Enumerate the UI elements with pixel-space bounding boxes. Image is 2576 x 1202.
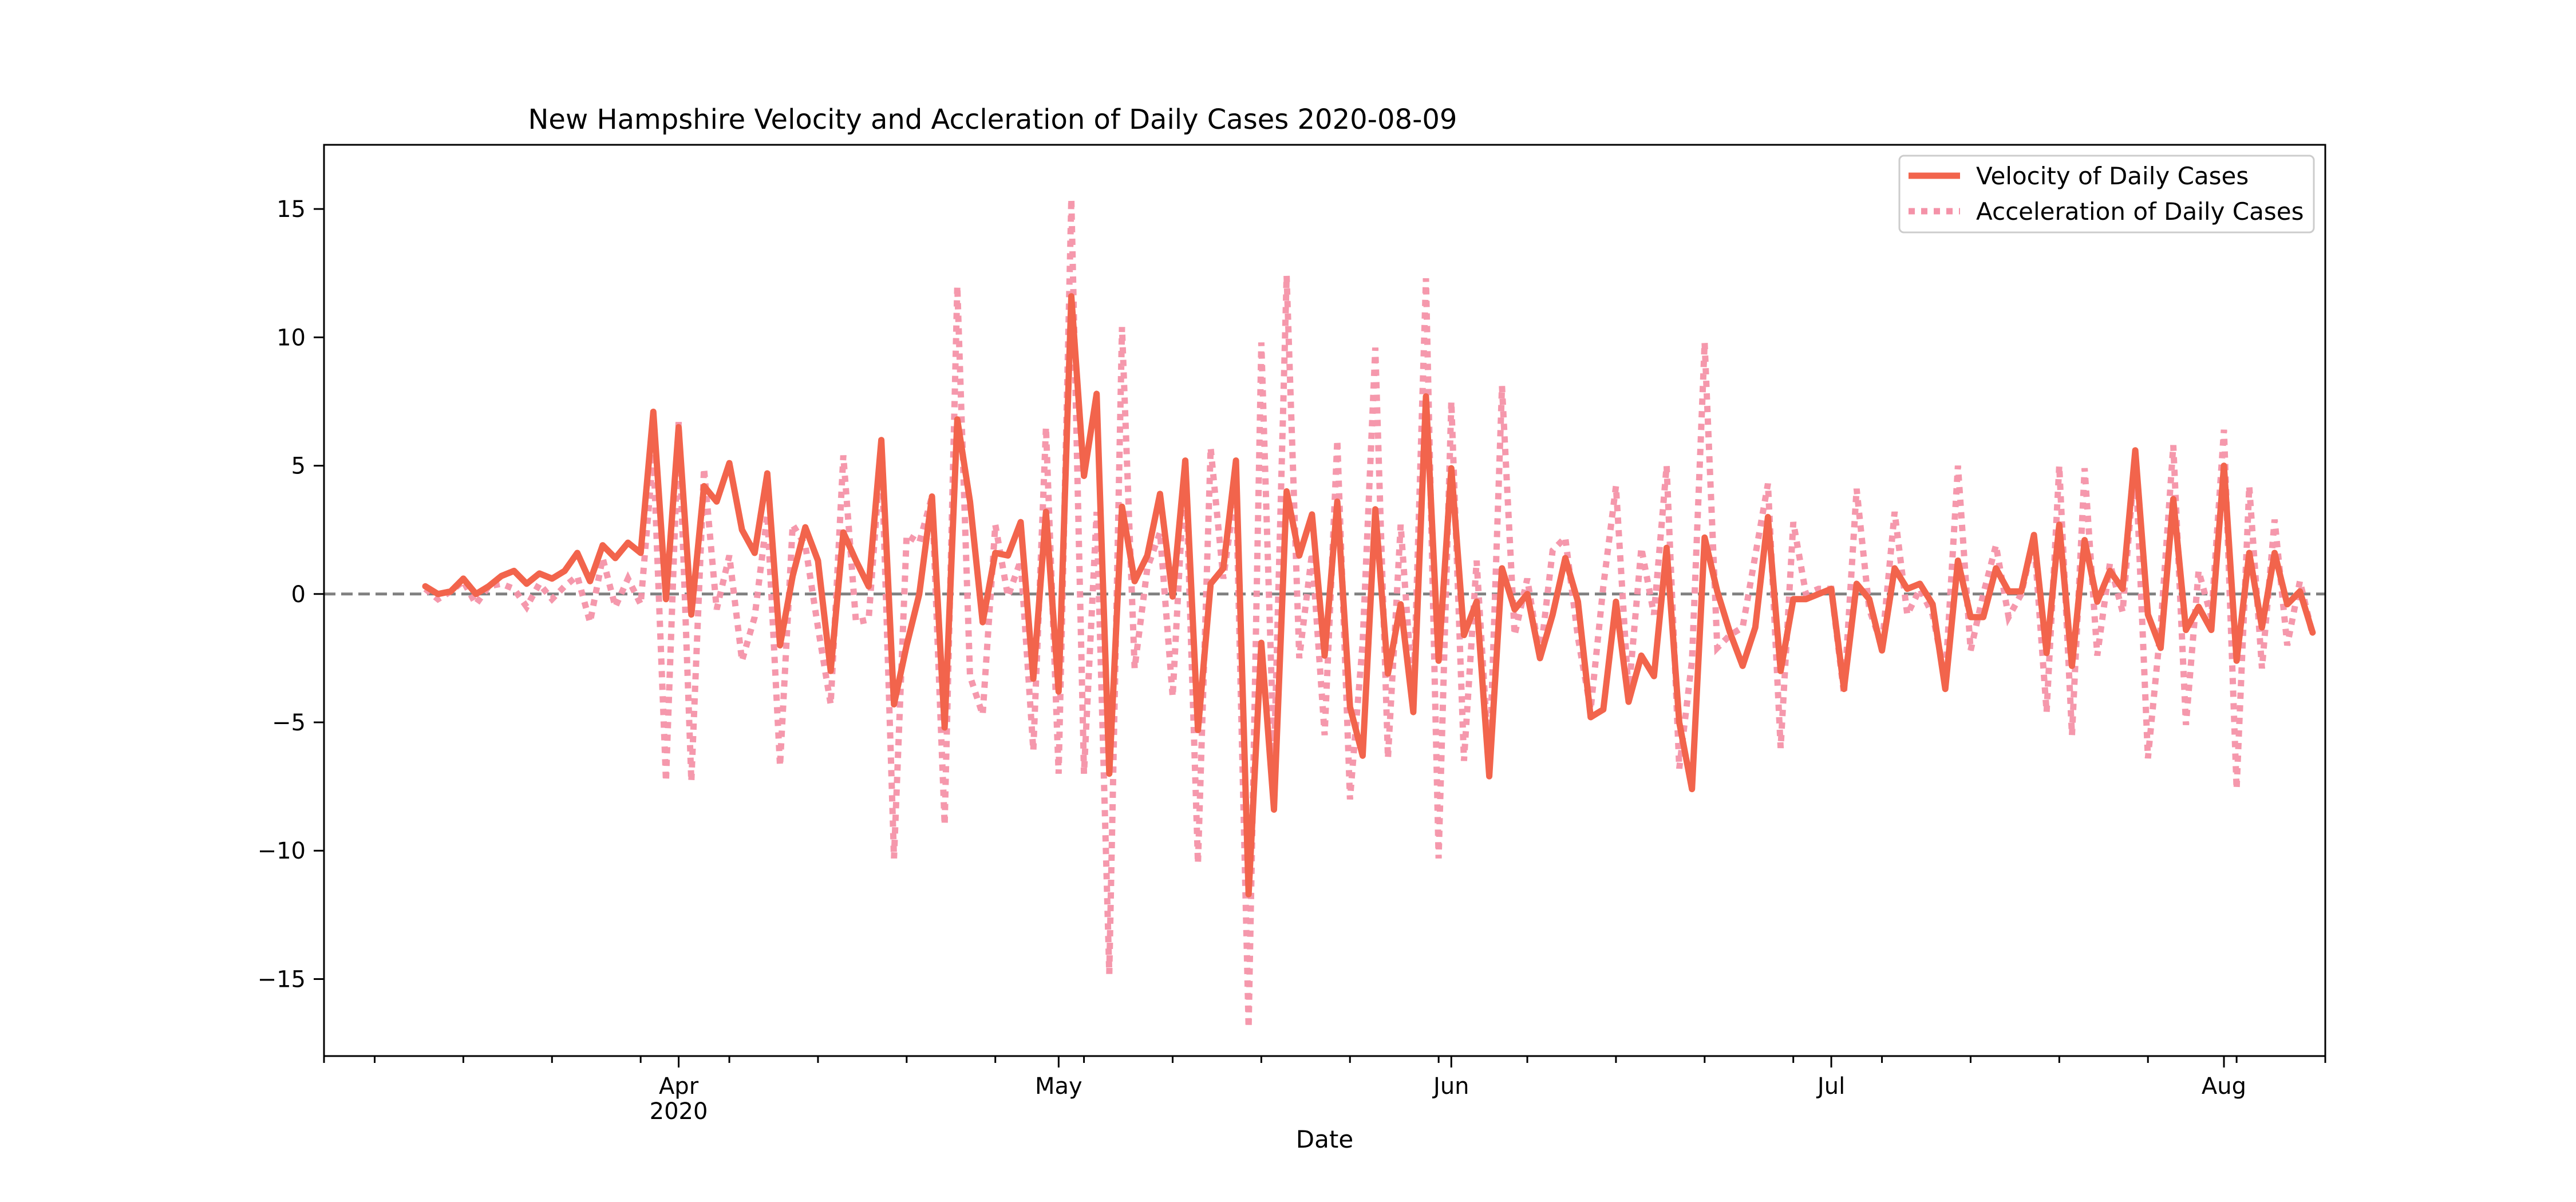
x-tick-label: Aug (2202, 1073, 2246, 1100)
legend: Velocity of Daily Cases Acceleration of … (1898, 155, 2315, 234)
y-tick-label: −15 (258, 966, 306, 993)
legend-label-velocity: Velocity of Daily Cases (1976, 162, 2249, 190)
legend-frame (1898, 155, 2315, 234)
legend-label-acceleration: Acceleration of Daily Cases (1976, 197, 2304, 226)
y-tick-label: 15 (276, 196, 306, 223)
chart-title: New Hampshire Velocity and Accleration o… (528, 104, 1457, 136)
y-tick-label: 0 (291, 582, 306, 608)
x-tick-label: Jun (1432, 1073, 1469, 1100)
y-tick-label: 5 (291, 453, 306, 480)
x-axis-label: Date (1296, 1125, 1353, 1153)
x-tick-label: Apr (659, 1073, 699, 1100)
series-acceleration-line (423, 199, 2316, 1028)
x-tick-label: May (1035, 1073, 1082, 1100)
y-axis: 15 10 5 0 −5 −10 −15 (258, 196, 324, 993)
y-tick-label: 10 (276, 325, 306, 351)
y-tick-label: −5 (272, 710, 306, 736)
plot-frame (323, 144, 2326, 1057)
x-tick-label: Jul (1816, 1073, 1845, 1100)
plot-area (324, 145, 2325, 1056)
series-velocity-line (422, 293, 2316, 897)
x-tick-sublabel: 2020 (650, 1098, 708, 1125)
y-tick-label: −10 (258, 838, 306, 864)
